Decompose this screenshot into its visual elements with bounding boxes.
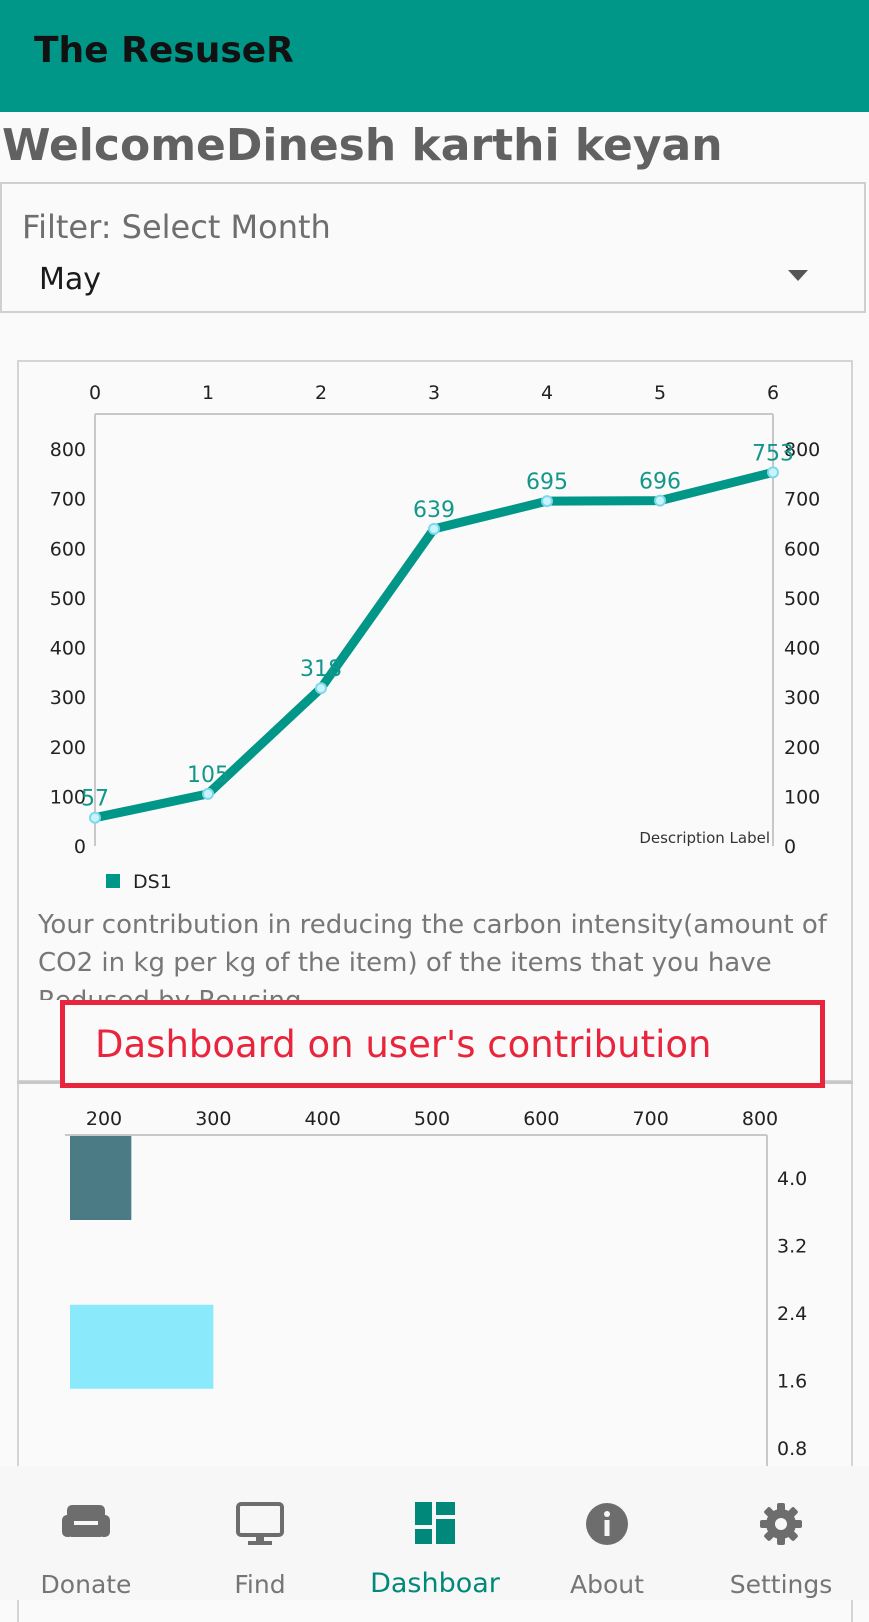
- bar-x-tick-label: 400: [305, 1108, 341, 1130]
- y-tick-label-right: 100: [784, 786, 820, 808]
- nav-item-donate[interactable]: Donate: [6, 1466, 166, 1600]
- data-point: [89, 811, 101, 824]
- data-point: [202, 787, 214, 800]
- y-tick-label-left: 300: [50, 687, 86, 709]
- nav-item-dashboard[interactable]: Dashboar: [355, 1466, 515, 1600]
- y-tick-label-left: 400: [50, 638, 86, 660]
- data-label: 695: [526, 470, 568, 495]
- info-icon: [586, 1503, 628, 1545]
- nav-item-settings[interactable]: Settings: [701, 1466, 861, 1600]
- y-tick-label-left: 500: [50, 588, 86, 610]
- gear-icon: [760, 1503, 802, 1545]
- bar-y-tick-label: 2.4: [777, 1303, 807, 1325]
- chevron-down-icon[interactable]: [788, 270, 808, 281]
- data-label: 105: [187, 763, 229, 788]
- bar-x-tick-label: 200: [86, 1108, 122, 1130]
- filter-selected-value: May: [39, 262, 102, 297]
- bar-x-tick-label: 500: [414, 1108, 450, 1130]
- bar: [70, 1136, 132, 1220]
- y-tick-label-right: 0: [784, 836, 796, 858]
- legend-swatch-ds1: [106, 874, 120, 888]
- data-label: 318: [300, 657, 342, 682]
- contribution-description: Your contribution in reducing the carbon…: [38, 910, 827, 1000]
- data-point: [315, 682, 327, 695]
- nav-label-dashboard: Dashboar: [370, 1568, 500, 1599]
- y-tick-label-right: 200: [784, 737, 820, 759]
- y-tick-label-left: 200: [50, 737, 86, 759]
- data-label: 57: [81, 787, 109, 812]
- nav-label-donate: Donate: [40, 1570, 132, 1599]
- welcome-heading: WelcomeDinesh karthi keyan: [2, 120, 723, 171]
- bar-x-tick-label: 700: [633, 1108, 669, 1130]
- y-tick-label-left: 700: [50, 489, 86, 511]
- x-tick-label: 5: [654, 382, 666, 404]
- monitor-icon: [236, 1502, 284, 1545]
- nav-item-find[interactable]: Find: [180, 1466, 340, 1600]
- bar-x-tick-label: 300: [195, 1108, 231, 1130]
- y-tick-label-right: 800: [784, 439, 820, 461]
- nav-item-about[interactable]: About: [527, 1466, 687, 1600]
- app-title: The ResuseR: [34, 30, 294, 71]
- y-tick-label-right: 700: [784, 489, 820, 511]
- y-tick-label-right: 300: [784, 687, 820, 709]
- bar-y-tick-label: 3.2: [777, 1236, 807, 1258]
- nav-label-settings: Settings: [729, 1570, 833, 1599]
- bar-chart: 200 300 400 500 600 700 800 4.0 3.2 2.4 1.6 0.8: [65, 1108, 807, 1466]
- bar: [70, 1304, 214, 1389]
- data-point: [541, 495, 553, 508]
- x-tick-label: 4: [541, 382, 553, 404]
- bar-y-tick-label: 1.6: [777, 1371, 807, 1393]
- data-point: [428, 522, 440, 535]
- dashboard-icon: [415, 1502, 455, 1544]
- x-tick-label: 1: [202, 382, 214, 404]
- bar-x-tick-label: 800: [742, 1108, 778, 1130]
- legend-label-ds1: DS1: [133, 871, 172, 893]
- data-point: [767, 466, 779, 479]
- x-tick-label: 2: [315, 382, 327, 404]
- sofa-icon: [62, 1505, 110, 1537]
- y-tick-label-left: 0: [74, 836, 86, 858]
- y-tick-label-left: 100: [50, 786, 86, 808]
- data-label: 639: [413, 498, 455, 523]
- y-tick-label-right: 600: [784, 538, 820, 560]
- bottom-navigation: Donate Find Dashboar About: [0, 1466, 869, 1600]
- app-bar: The ResuseR: [0, 0, 869, 112]
- month-filter-dropdown[interactable]: Filter: Select Month May: [0, 182, 866, 313]
- bar-x-tick-label: 600: [523, 1108, 559, 1130]
- x-tick-label: 6: [767, 382, 779, 404]
- x-tick-label: 0: [89, 382, 101, 404]
- bar-y-tick-label: 0.8: [777, 1438, 807, 1460]
- y-tick-label-left: 600: [50, 538, 86, 560]
- description-label: Description Label: [639, 829, 770, 847]
- bar-y-tick-label: 4.0: [777, 1168, 807, 1190]
- data-label: 753: [752, 441, 794, 466]
- nav-label-about: About: [570, 1570, 644, 1599]
- annotation-text: Dashboard on user's contribution: [95, 1023, 712, 1066]
- line-chart: 0 1 2 3 4 5 6 0 100 200 300 400 500 600 700 800 0 100 20…: [50, 382, 821, 893]
- y-tick-label-left: 800: [50, 439, 86, 461]
- data-point: [654, 494, 666, 507]
- data-label: 696: [639, 470, 681, 495]
- filter-label: Filter: Select Month: [22, 208, 331, 246]
- line-chart-card: [17, 360, 853, 1082]
- x-tick-label: 3: [428, 382, 440, 404]
- y-tick-label-right: 400: [784, 638, 820, 660]
- nav-label-find: Find: [234, 1570, 286, 1599]
- y-tick-label-right: 500: [784, 588, 820, 610]
- annotation-callout: Dashboard on user's contribution: [60, 1000, 825, 1088]
